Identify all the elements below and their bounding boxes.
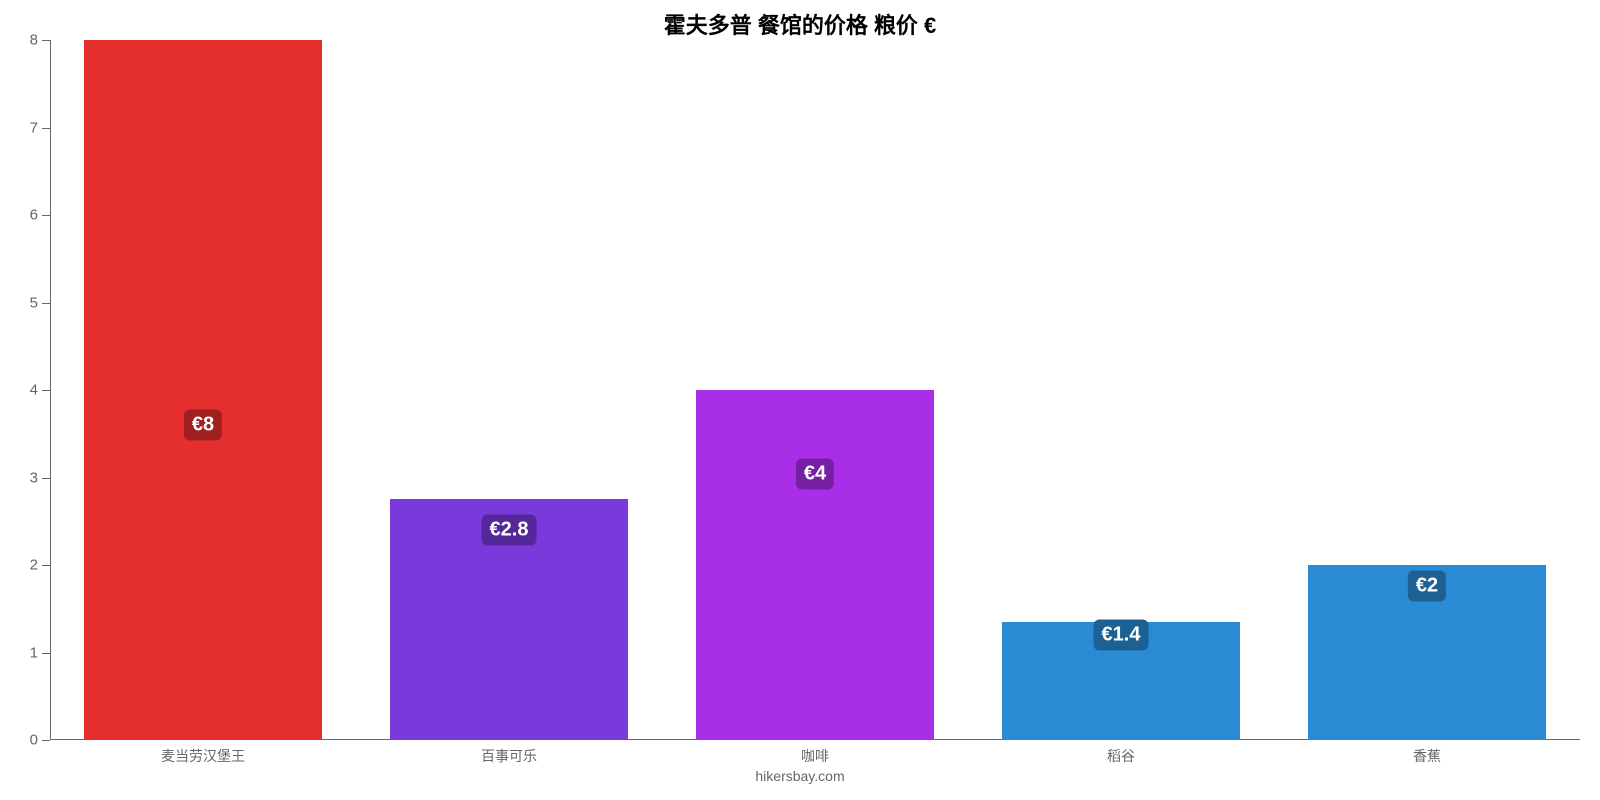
y-axis-tick-label: 8 bbox=[12, 32, 38, 49]
x-axis-label: 香蕉 bbox=[1413, 746, 1441, 766]
y-axis-tick bbox=[42, 565, 50, 566]
x-axis-label: 麦当劳汉堡王 bbox=[161, 746, 245, 766]
y-axis-tick bbox=[42, 740, 50, 741]
y-axis-tick bbox=[42, 215, 50, 216]
attribution-text: hikersbay.com bbox=[0, 768, 1600, 784]
y-axis-tick bbox=[42, 478, 50, 479]
x-axis-label: 咖啡 bbox=[801, 746, 829, 766]
y-axis-tick bbox=[42, 303, 50, 304]
y-axis-tick bbox=[42, 390, 50, 391]
y-axis-tick-label: 5 bbox=[12, 294, 38, 311]
y-axis-tick-label: 4 bbox=[12, 382, 38, 399]
y-axis-tick-label: 1 bbox=[12, 644, 38, 661]
bar bbox=[84, 40, 323, 740]
y-axis-tick bbox=[42, 128, 50, 129]
y-axis-tick-label: 7 bbox=[12, 119, 38, 136]
plot-area: 012345678€8麦当劳汉堡王€2.8百事可乐€4咖啡€1.4稻谷€2香蕉 bbox=[50, 40, 1580, 740]
chart-container: 霍夫多普 餐馆的价格 粮价 € 012345678€8麦当劳汉堡王€2.8百事可… bbox=[0, 0, 1600, 800]
chart-title: 霍夫多普 餐馆的价格 粮价 € bbox=[0, 8, 1600, 40]
x-axis-label: 百事可乐 bbox=[481, 746, 537, 766]
x-axis-label: 稻谷 bbox=[1107, 746, 1135, 766]
bar-value-badge: €2.8 bbox=[482, 515, 537, 546]
bar-value-badge: €4 bbox=[796, 459, 834, 490]
y-axis-tick-label: 6 bbox=[12, 207, 38, 224]
y-axis-line bbox=[50, 40, 51, 740]
bar bbox=[696, 390, 935, 740]
bar-value-badge: €2 bbox=[1408, 571, 1446, 602]
bar-value-badge: €1.4 bbox=[1094, 620, 1149, 651]
y-axis-tick bbox=[42, 653, 50, 654]
bar-value-badge: €8 bbox=[184, 410, 222, 441]
y-axis-tick-label: 3 bbox=[12, 469, 38, 486]
y-axis-tick-label: 0 bbox=[12, 732, 38, 749]
y-axis-tick-label: 2 bbox=[12, 557, 38, 574]
y-axis-tick bbox=[42, 40, 50, 41]
